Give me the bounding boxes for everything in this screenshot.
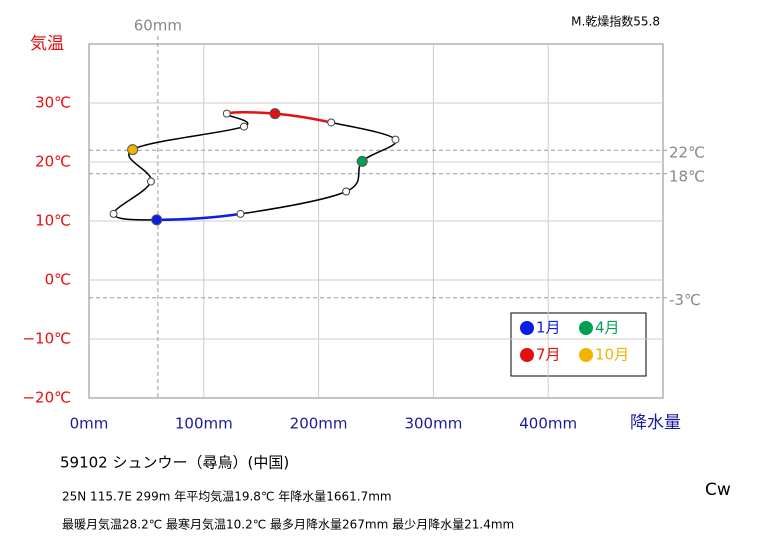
x-axis-title: 降水量 [630, 413, 681, 433]
x-tick-label: 400mm [519, 415, 577, 433]
index-label: M.乾燥指数55.8 [571, 14, 660, 29]
month-point [127, 144, 139, 156]
x-tick-label: 0mm [70, 415, 109, 433]
legend-marker [579, 348, 593, 362]
ref-label: -3℃ [669, 291, 701, 309]
legend-label: 4月 [595, 319, 620, 337]
month-point [146, 177, 155, 186]
month-point [342, 187, 351, 196]
legend-marker [520, 348, 534, 362]
month-point [151, 214, 163, 226]
x-tick-label: 300mm [404, 415, 462, 433]
climate-class: Cw [705, 480, 731, 500]
ref-label: 22℃ [669, 144, 705, 162]
x-tick-label: 200mm [290, 415, 348, 433]
info-line: 最暖月気温28.2℃ 最寒月気温10.2℃ 最多月降水量267mm 最少月降水量… [62, 517, 514, 532]
station: 59102 シュンウー（尋烏）(中国) [60, 454, 289, 472]
curve-segment [132, 125, 245, 151]
legend-label: 1月 [536, 319, 561, 337]
month-point [236, 209, 245, 218]
y-tick-label: −20℃ [22, 389, 71, 407]
ref-label: 60mm [134, 17, 182, 35]
y-axis-title: 気温 [30, 34, 64, 54]
x-tick-label: 100mm [175, 415, 233, 433]
month-point [269, 108, 281, 120]
y-tick-label: 30℃ [35, 94, 71, 112]
curve-segment [240, 190, 347, 215]
y-tick-label: −10℃ [22, 330, 71, 348]
curve-segment [156, 212, 241, 222]
info-line: 25N 115.7E 299m 年平均気温19.8℃ 年降水量1661.7mm [62, 489, 392, 504]
legend-marker [579, 321, 593, 335]
y-tick-label: 20℃ [35, 153, 71, 171]
month-point [109, 209, 118, 218]
y-tick-label: 0℃ [45, 271, 71, 289]
legend-marker [520, 321, 534, 335]
legend-label: 7月 [536, 346, 561, 364]
month-point [222, 109, 231, 118]
y-tick-label: 10℃ [35, 212, 71, 230]
legend-label: 10月 [595, 346, 629, 364]
month-point [391, 135, 400, 144]
legend [510, 312, 647, 377]
month-point [356, 155, 368, 167]
month-point [239, 122, 248, 131]
month-point [327, 118, 336, 127]
curve-segment [226, 111, 276, 115]
ref-label: 18℃ [669, 167, 705, 185]
